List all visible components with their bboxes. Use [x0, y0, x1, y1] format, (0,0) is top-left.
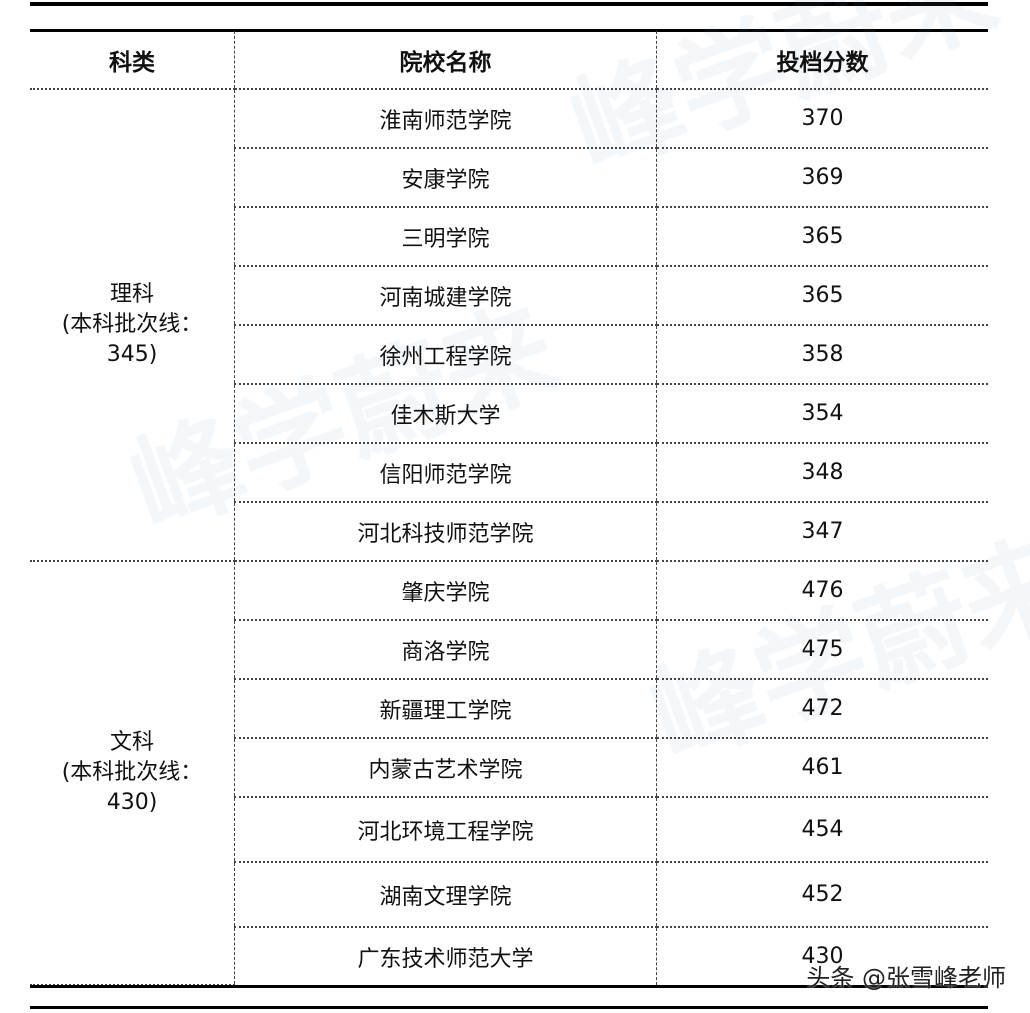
- category-line-label: (本科批次线：: [61, 312, 203, 337]
- school-cell: 商洛学院: [234, 620, 657, 680]
- school-cell: 三明学院: [234, 207, 657, 267]
- score-cell: 476: [656, 561, 988, 621]
- table-row: 三明学院 365: [30, 207, 988, 267]
- school-cell: 河北环境工程学院: [234, 797, 657, 863]
- school-cell: 内蒙古艺术学院: [234, 738, 657, 798]
- score-cell: 358: [656, 325, 988, 385]
- category-cell: 文科 (本科批次线： 430): [30, 561, 235, 986]
- header-row: 科类 院校名称 投档分数: [30, 31, 988, 90]
- school-cell: 信阳师范学院: [234, 443, 657, 503]
- score-cell: 347: [656, 502, 988, 562]
- table-row: 内蒙古艺术学院 461: [30, 738, 988, 798]
- school-cell: 淮南师范学院: [234, 89, 657, 149]
- score-cell: 348: [656, 443, 988, 503]
- table-row: 商洛学院 475: [30, 620, 988, 680]
- category-line-value: 430): [106, 790, 158, 815]
- school-cell: 河南城建学院: [234, 266, 657, 326]
- score-cell: 461: [656, 738, 988, 798]
- header-category: 科类: [30, 31, 235, 90]
- table-row: 文科 (本科批次线： 430) 肇庆学院 476: [30, 561, 988, 986]
- score-cell: 365: [656, 266, 988, 326]
- score-cell: 454: [656, 797, 988, 863]
- table-row: 徐州工程学院 358: [30, 325, 988, 385]
- table-row: 新疆理工学院 472: [30, 679, 988, 739]
- score-cell: 354: [656, 384, 988, 444]
- score-cell: 365: [656, 207, 988, 267]
- category-line-value: 345): [106, 342, 158, 367]
- header-school: 院校名称: [234, 31, 657, 90]
- score-cell: 475: [656, 620, 988, 680]
- school-cell: 河北科技师范学院: [234, 502, 657, 562]
- score-cell: 452: [656, 862, 988, 928]
- table-row: 佳木斯大学 354: [30, 384, 988, 444]
- bottom-rule-2: [30, 1006, 988, 1009]
- category-category: 理科: [109, 282, 154, 307]
- school-cell: 湖南文理学院: [234, 862, 657, 928]
- school-cell: 广东技术师范大学: [234, 927, 657, 985]
- category-line-label: (本科批次线：: [61, 760, 203, 785]
- admission-score-table: 科类 院校名称 投档分数 理科 (本科批次线： 345) 淮南师范学院 370 安康学院 3…: [30, 31, 988, 986]
- table-row: 河北科技师范学院 347: [30, 502, 988, 562]
- header-top-rule: [30, 29, 988, 32]
- category-cell: 理科 (本科批次线： 345): [30, 89, 235, 562]
- score-cell: 430: [656, 927, 988, 985]
- school-cell: 安康学院: [234, 148, 657, 208]
- table-row: 广东技术师范大学 430: [30, 927, 988, 985]
- table-row: 河南城建学院 365: [30, 266, 988, 326]
- source-credit: 头条 @张雪峰老师: [806, 964, 1006, 992]
- table-row: 湖南文理学院 452: [30, 862, 988, 928]
- table-row: 理科 (本科批次线： 345) 淮南师范学院 370: [30, 89, 988, 562]
- header-score: 投档分数: [656, 31, 988, 90]
- table-row: 信阳师范学院 348: [30, 443, 988, 503]
- bottom-rule: [30, 985, 988, 988]
- table-row: 河北环境工程学院 454: [30, 797, 988, 863]
- score-cell: 370: [656, 89, 988, 149]
- top-thick-rule: [30, 2, 988, 6]
- school-cell: 佳木斯大学: [234, 384, 657, 444]
- school-cell: 新疆理工学院: [234, 679, 657, 739]
- school-cell: 徐州工程学院: [234, 325, 657, 385]
- score-cell: 472: [656, 679, 988, 739]
- table-row: 安康学院 369: [30, 148, 988, 208]
- school-cell: 肇庆学院: [234, 561, 657, 621]
- category-category: 文科: [109, 730, 154, 755]
- score-cell: 369: [656, 148, 988, 208]
